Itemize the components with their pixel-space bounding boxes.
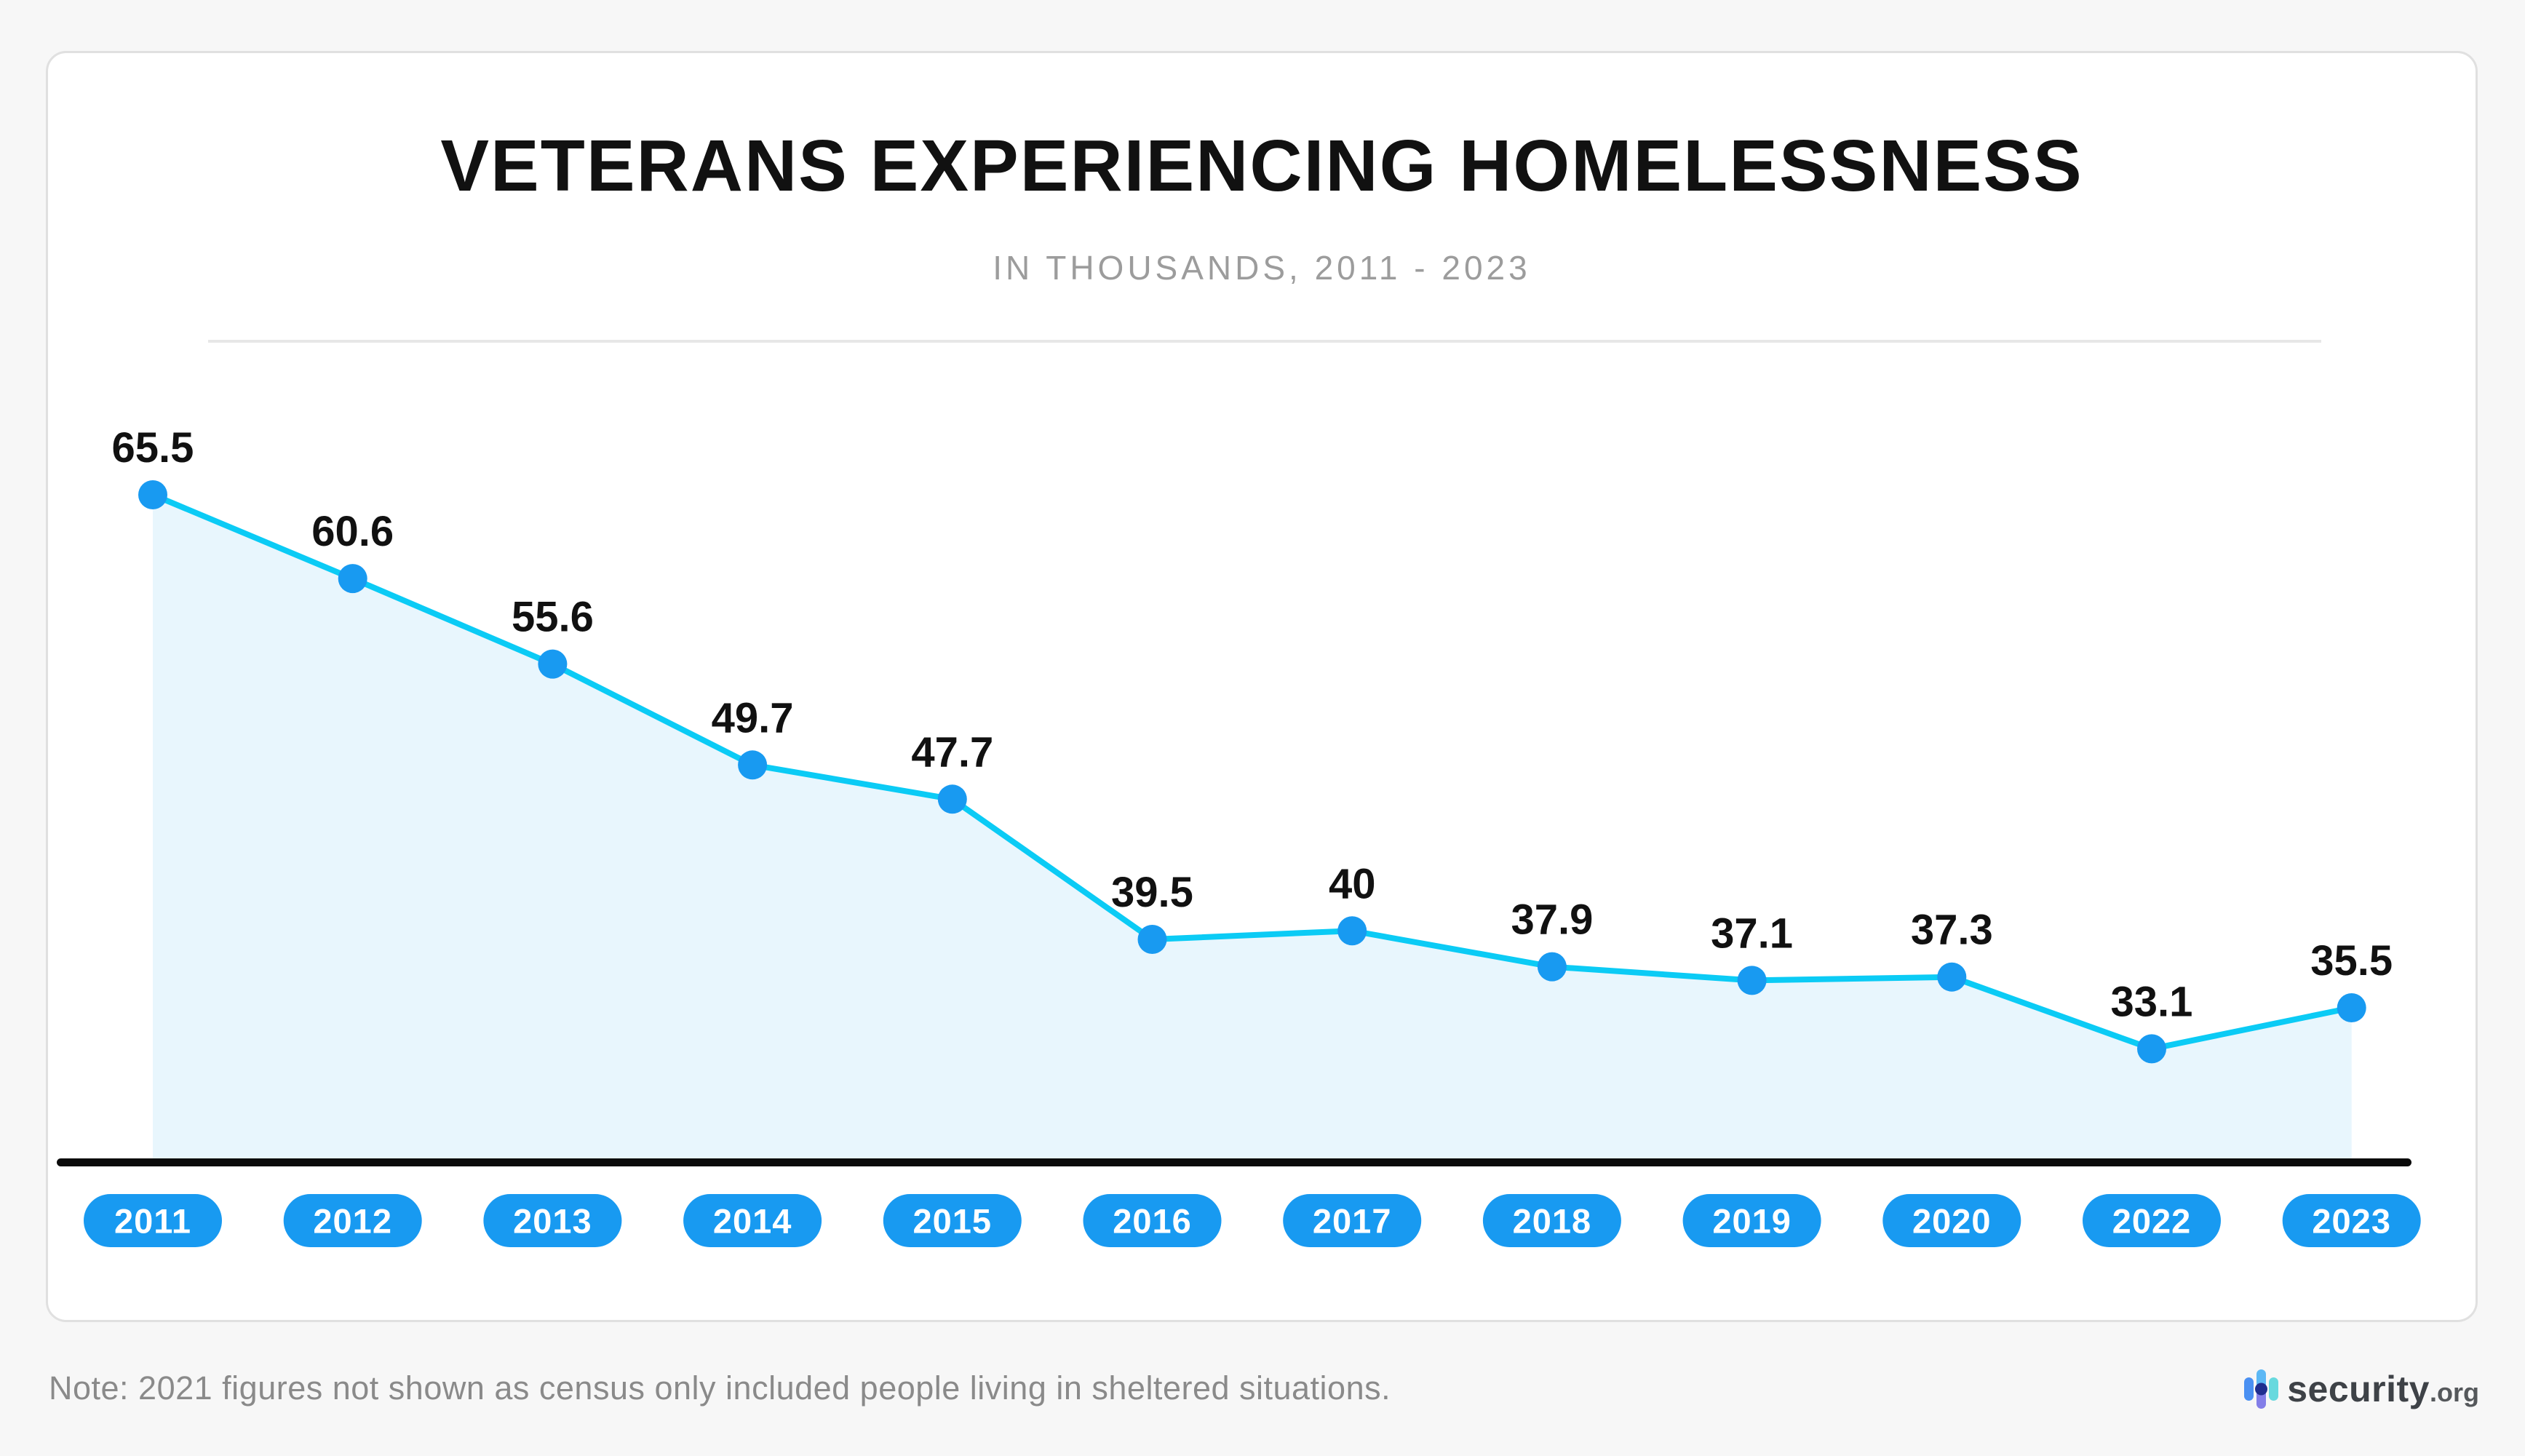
brand-tld: .org — [2430, 1377, 2479, 1407]
brand-logo: security .org — [2244, 1368, 2479, 1410]
logo-bar-left — [2244, 1377, 2254, 1401]
logo-bar-right — [2269, 1377, 2279, 1401]
chart-subtitle: IN THOUSANDS, 2011 - 2023 — [993, 249, 1531, 287]
chart-card: VETERANS EXPERIENCING HOMELESSNESS IN TH… — [46, 51, 2478, 1322]
header-divider — [208, 340, 2321, 343]
brand-name: security — [2287, 1369, 2430, 1409]
brand-text: security .org — [2287, 1368, 2479, 1410]
chart-title: VETERANS EXPERIENCING HOMELESSNESS — [440, 125, 2083, 207]
footnote: Note: 2021 figures not shown as census o… — [49, 1369, 1391, 1407]
security-org-logo-icon — [2244, 1369, 2279, 1409]
logo-dot — [2255, 1383, 2268, 1396]
